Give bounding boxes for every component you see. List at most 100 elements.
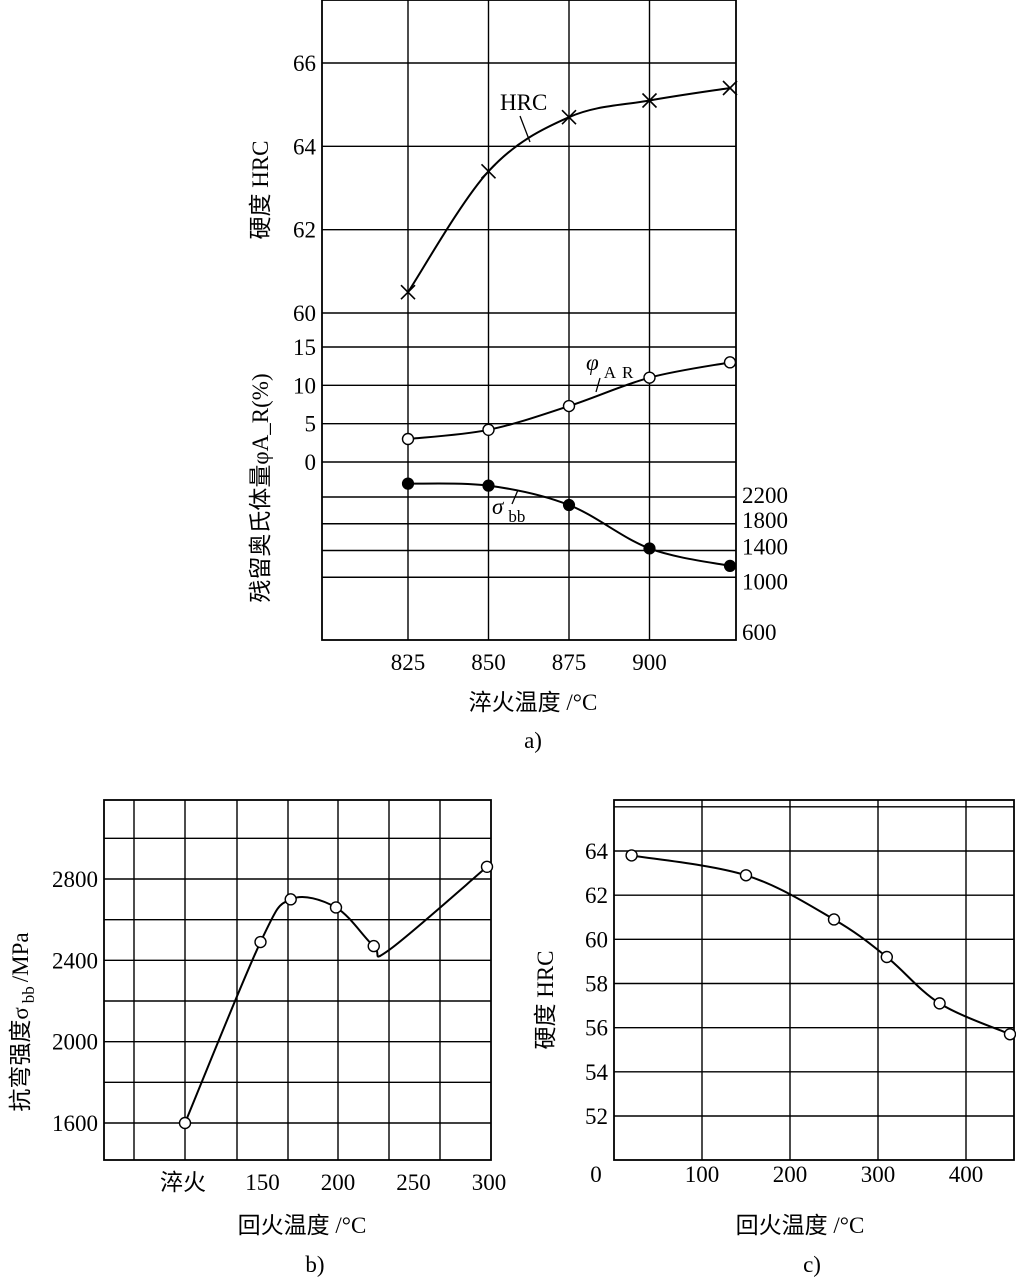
- chart-a: 825 850 875 900 60 62 64 66 0 5 10 15 600 1000 1400180…: [248, 0, 788, 753]
- chart-c-ytick-52: 52: [585, 1104, 608, 1129]
- chart-b-xlabel: 回火温度 /°C: [238, 1213, 367, 1238]
- chart-b-ytick-2400: 2400: [52, 948, 98, 973]
- chart-a-hrc-point-850-stroke-2: [480, 163, 497, 179]
- chart-a-grid: [322, 0, 736, 640]
- chart-a-hrc-point-850: [480, 163, 497, 179]
- chart-c-xtick-400: 400: [949, 1162, 984, 1187]
- chart-a-strength-point-875: [562, 498, 576, 512]
- chart-c-ytick-54: 54: [585, 1060, 609, 1085]
- chart-c-ticks: 52 54 56 58 60 62 64 0 100 200 300 400: [585, 839, 983, 1187]
- chart-c-ytick-56: 56: [585, 1016, 608, 1041]
- chart-a-ytick-sigma-2200: 2200: [742, 483, 788, 508]
- chart-a-ytick-ar-15: 15: [293, 335, 316, 360]
- chart-c-ytick-62: 62: [585, 883, 608, 908]
- chart-b-curve-group: [178, 860, 494, 1130]
- chart-a-hrc-series-label: HRC: [500, 90, 547, 115]
- chart-a-ytick-hrc-62: 62: [293, 218, 316, 243]
- chart-b-ytick-2800: 2800: [52, 867, 98, 892]
- chart-a-ytick-sigma-1800: 1800: [742, 508, 788, 533]
- chart-a-ytick-sigma-600: 600: [742, 620, 777, 645]
- chart-c-point-450: [1003, 1028, 1016, 1041]
- chart-a-austenite-series-label: φ A R: [586, 350, 634, 382]
- chart-a-strength-point-850: [482, 479, 495, 492]
- chart-a-strength-label-sub: bb: [508, 507, 525, 526]
- chart-a-ytick-hrc-60: 60: [293, 301, 316, 326]
- chart-b-point-200: [329, 901, 343, 914]
- chart-a-ytick-ar-0: 0: [305, 450, 317, 475]
- chart-c-ytick-58: 58: [585, 972, 608, 997]
- chart-c-point-150: [739, 869, 753, 882]
- chart-b: 1600 2000 2400 2800 淬火 150 200 250 300 抗弯强度σ bb …: [8, 799, 506, 1277]
- chart-a-hrc-point-875-stroke-2: [561, 109, 577, 125]
- chart-a-strength-leader: [511, 489, 519, 505]
- chart-b-ytick-2000: 2000: [52, 1030, 98, 1055]
- chart-a-ytick-hrc-64: 64: [293, 134, 317, 159]
- chart-b-point-150: [254, 935, 267, 949]
- chart-c-xtick-300: 300: [861, 1162, 896, 1187]
- chart-c: 52 54 56 58 60 62 64 0 100 200 300 400 硬度 HRC 回火温度 …: [533, 799, 1016, 1277]
- chart-a-hrc-point-825: [400, 284, 416, 300]
- chart-a-austenite-curve-group: [401, 356, 737, 446]
- chart-b-caption: b): [305, 1252, 324, 1277]
- chart-c-line: [631, 854, 1011, 1036]
- chart-c-ylabel: 硬度 HRC: [533, 950, 558, 1049]
- chart-b-xtick-200: 200: [321, 1170, 356, 1195]
- chart-a-xtick-850: 850: [471, 650, 506, 675]
- chart-a-ticks: 825 850 875 900 60 62 64 66 0 5 10 15 600 1000 1400180…: [293, 51, 788, 675]
- chart-a-austenite-point-825: [401, 432, 415, 446]
- chart-b-grid: [104, 800, 491, 1160]
- chart-b-ticks: 1600 2000 2400 2800 淬火 150 200 250 300: [52, 867, 506, 1195]
- chart-a-ytick-ar-5: 5: [305, 412, 317, 437]
- chart-b-ylabel-main: 抗弯强度σ: [8, 1007, 33, 1112]
- chart-a-ytick-ar-10: 10: [293, 373, 316, 398]
- chart-b-xtick-300: 300: [472, 1170, 507, 1195]
- chart-a-caption: a): [524, 728, 542, 753]
- chart-a-xtick-900: 900: [632, 650, 667, 675]
- chart-a-austenite-point-850: [482, 423, 495, 436]
- chart-c-point-250: [827, 913, 841, 926]
- chart-a-xtick-825: 825: [391, 650, 426, 675]
- chart-a-ytick-sigma-1400: 1400: [742, 535, 788, 560]
- chart-b-ytick-1600: 1600: [52, 1111, 98, 1136]
- chart-c-curve-group: [625, 849, 1016, 1041]
- chart-a-hrc-curve-group: [400, 80, 738, 300]
- chart-c-point-310: [880, 950, 893, 964]
- chart-a-hrc-point-925-stroke-2: [722, 80, 738, 96]
- chart-a-hrc-point-900-stroke-2: [641, 92, 658, 109]
- chart-c-xtick-0: 0: [590, 1162, 602, 1187]
- chart-a-strength-series-label: σ bb: [492, 494, 525, 526]
- chart-a-austenite-label-main: φ: [586, 350, 599, 375]
- chart-a-ytick-hrc-66: 66: [293, 51, 316, 76]
- chart-b-point-225: [367, 939, 380, 953]
- chart-a-austenite-point-875: [562, 399, 576, 413]
- chart-c-xtick-200: 200: [773, 1162, 808, 1187]
- chart-c-point-370: [933, 997, 946, 1010]
- chart-a-austenite-ylabel: 残留奥氏体量φA_R(%): [248, 373, 273, 602]
- chart-a-strength-point-825: [401, 477, 415, 490]
- chart-a-hardness-ylabel: 硬度 HRC: [248, 140, 273, 239]
- chart-b-ylabel-sub: bb: [19, 986, 38, 1003]
- chart-a-hrc-point-875: [561, 109, 577, 125]
- chart-b-xtick-250: 250: [396, 1170, 431, 1195]
- chart-a-austenite-point-925: [723, 356, 737, 369]
- chart-a-austenite-label-sub: A: [604, 363, 617, 382]
- chart-a-austenite-label-sub2: R: [622, 363, 634, 382]
- chart-a-austenite-point-900: [643, 371, 656, 384]
- chart-c-frame: [613, 799, 1015, 1161]
- chart-c-ytick-60: 60: [585, 927, 608, 952]
- chart-a-xlabel: 淬火温度 /°C: [469, 690, 598, 715]
- chart-a-hrc-leader: [519, 115, 531, 143]
- chart-a-strength-label-main: σ: [492, 494, 505, 519]
- chart-c-ytick-64: 64: [585, 839, 609, 864]
- chart-a-strength-point-925: [723, 559, 737, 572]
- chart-b-point-170: [284, 893, 297, 906]
- chart-a-hrc-point-900: [641, 92, 658, 109]
- chart-a-ytick-sigma-1000: 1000: [742, 569, 788, 594]
- chart-c-caption: c): [803, 1252, 821, 1277]
- chart-b-ylabel-tail: /MPa: [8, 932, 33, 982]
- chart-c-xtick-100: 100: [685, 1162, 720, 1187]
- chart-a-hrc-point-925: [722, 80, 738, 96]
- chart-b-xtick-150: 150: [245, 1170, 280, 1195]
- chart-a-hrc-point-825-stroke-2: [400, 284, 416, 300]
